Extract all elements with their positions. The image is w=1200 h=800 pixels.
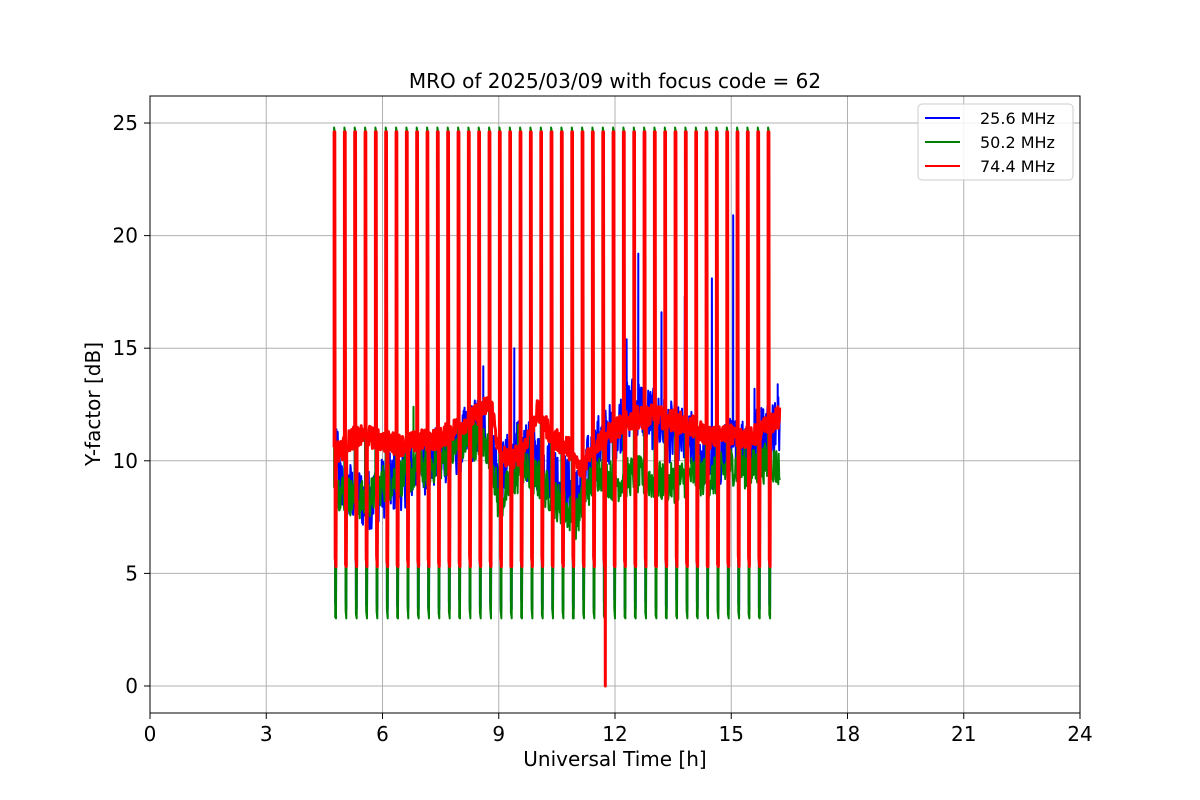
legend-box (917, 103, 1074, 181)
legend: 25.6 MHz 50.2 MHz 74.4 MHz (917, 103, 1074, 181)
y-tick-label: 10 (113, 449, 138, 473)
x-tick-label: 9 (492, 722, 505, 746)
series-line-3 (332, 130, 782, 688)
x-tick-label: 0 (144, 722, 157, 746)
x-axis-label: Universal Time [h] (523, 747, 706, 771)
ticks: 0 3 6 9 12 15 18 21 24 0 5 10 15 20 25 (113, 111, 1093, 746)
series-layer (332, 126, 782, 688)
y-tick-label: 20 (113, 224, 138, 248)
x-tick-label: 21 (951, 722, 976, 746)
series-line-1 (333, 131, 781, 611)
x-tick-label: 15 (719, 722, 744, 746)
chart-title: MRO of 2025/03/09 with focus code = 62 (409, 69, 821, 93)
y-tick-label: 5 (125, 561, 138, 585)
y-tick-label: 0 (125, 674, 138, 698)
y-tick-label: 15 (113, 336, 138, 360)
legend-label-2: 50.2 MHz (980, 133, 1055, 152)
legend-label-1: 25.6 MHz (980, 109, 1055, 128)
x-tick-label: 24 (1067, 722, 1092, 746)
x-tick-label: 3 (260, 722, 273, 746)
x-tick-label: 18 (835, 722, 860, 746)
legend-label-3: 74.4 MHz (980, 157, 1055, 176)
x-tick-label: 12 (602, 722, 627, 746)
x-tick-label: 6 (376, 722, 389, 746)
y-tick-label: 25 (113, 111, 138, 135)
y-axis-label: Y-factor [dB] (81, 342, 105, 467)
